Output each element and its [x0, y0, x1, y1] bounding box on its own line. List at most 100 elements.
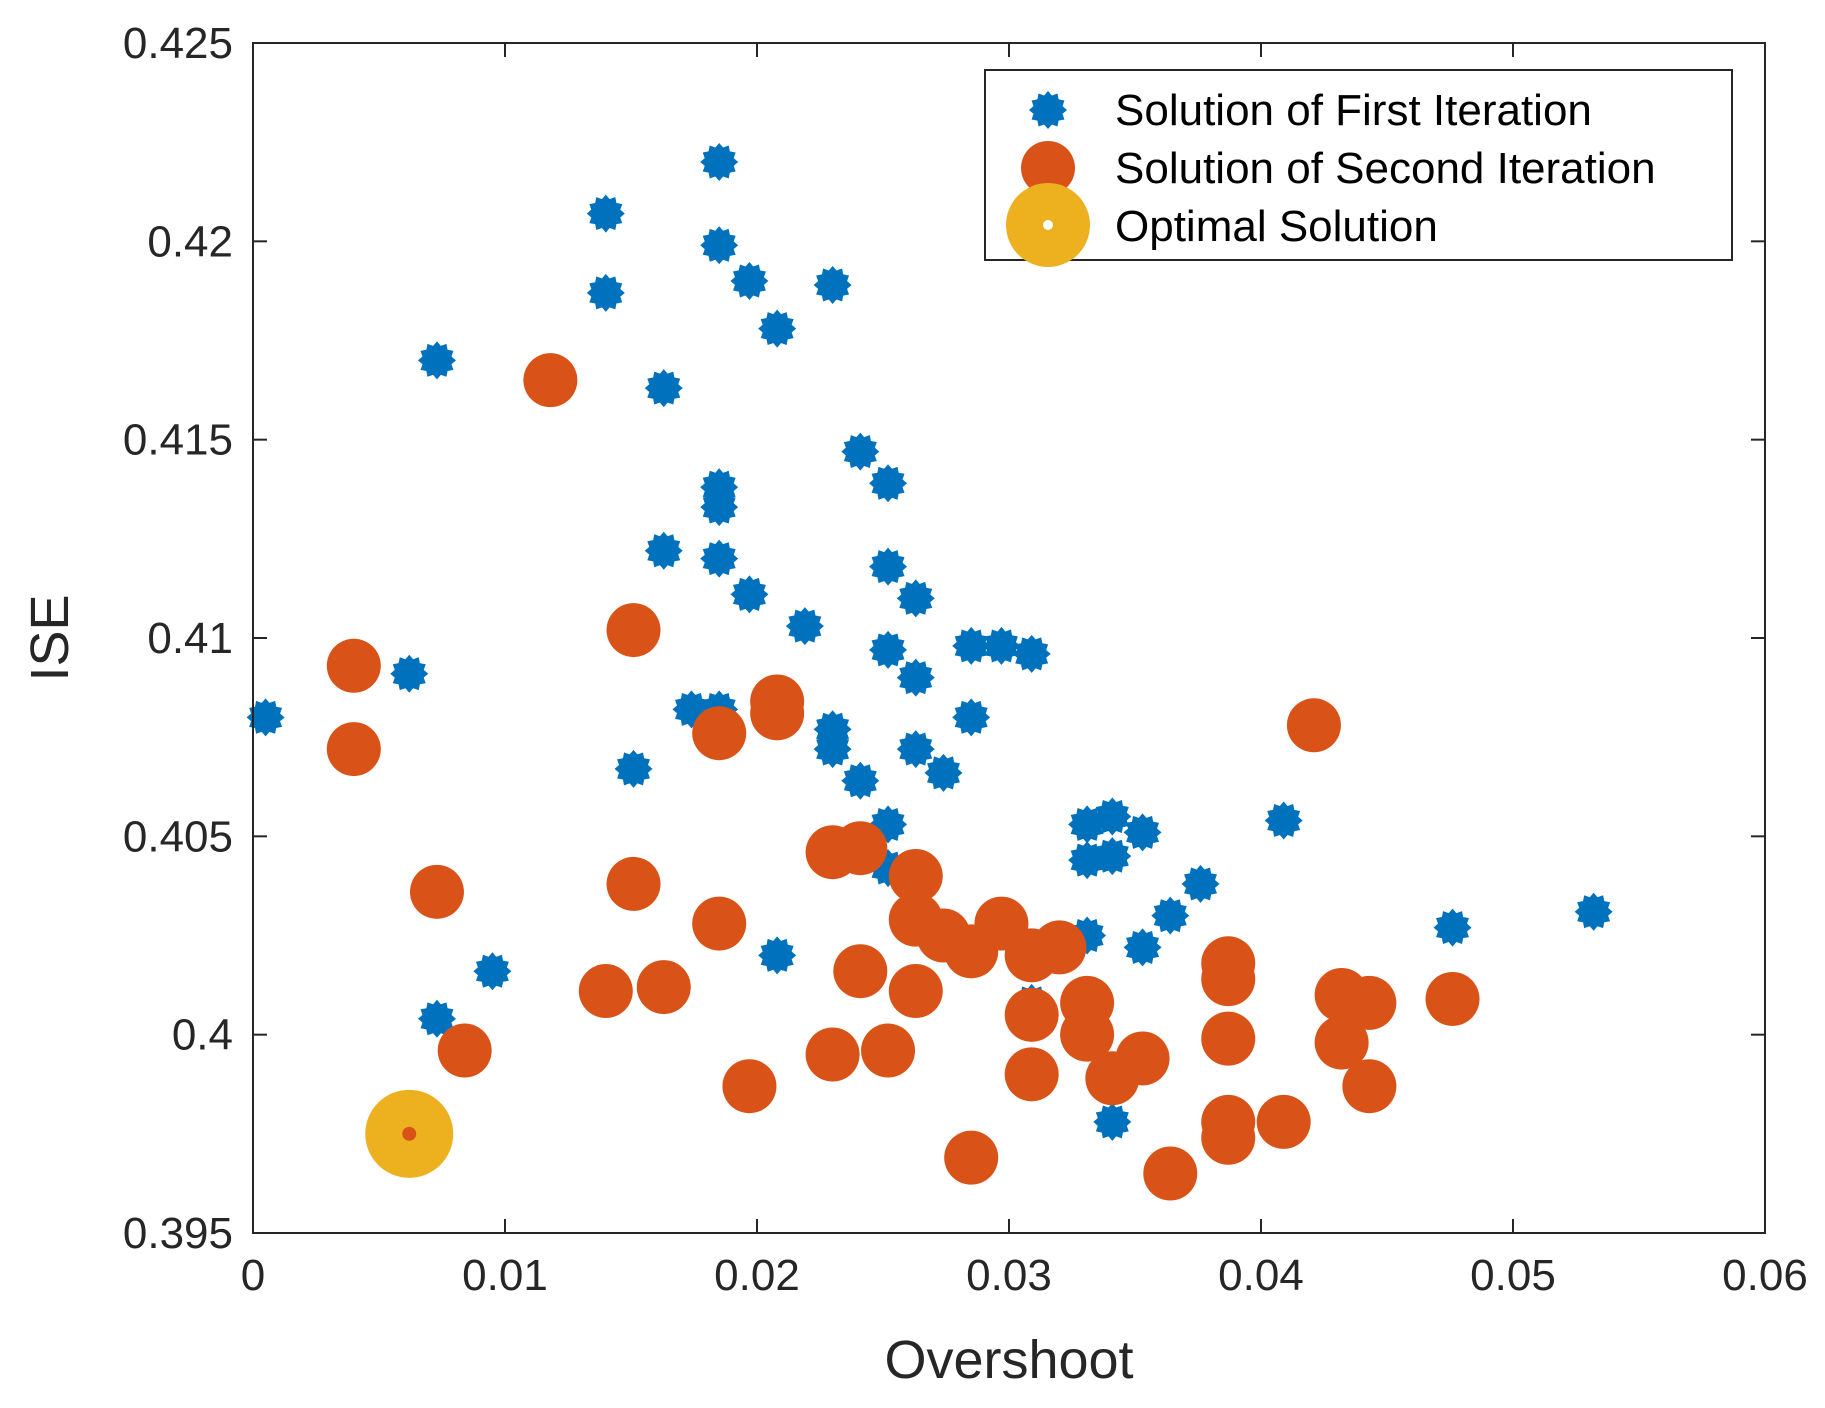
point-second-iteration: [326, 722, 381, 777]
point-first-iteration: [246, 698, 285, 737]
point-first-iteration: [700, 226, 739, 265]
point-second-iteration: [1286, 698, 1341, 753]
x-tick-label: 0.04: [1218, 1251, 1304, 1300]
point-second-iteration: [692, 706, 747, 761]
y-tick-label: 0.42: [147, 217, 233, 266]
point-first-iteration: [586, 273, 625, 312]
y-tick-label: 0.425: [123, 19, 233, 68]
legend-marker-first-iteration: [1029, 91, 1067, 129]
legend-marker-second-iteration: [1021, 141, 1075, 195]
point-first-iteration: [730, 262, 769, 300]
point-first-iteration: [1181, 864, 1220, 903]
x-tick-label: 0.03: [966, 1251, 1052, 1300]
point-second-iteration: [326, 638, 381, 693]
point-second-iteration: [692, 896, 747, 951]
point-first-iteration: [417, 999, 456, 1038]
point-second-iteration: [1201, 1011, 1256, 1066]
point-first-iteration: [1574, 892, 1613, 931]
point-first-iteration: [417, 341, 456, 380]
point-second-iteration: [750, 686, 805, 741]
x-tick-label: 0.06: [1722, 1251, 1808, 1300]
point-first-iteration: [1012, 634, 1051, 673]
x-tick-label: 0.05: [1470, 1251, 1556, 1300]
point-first-iteration: [813, 730, 852, 769]
point-second-iteration: [606, 603, 661, 658]
point-first-iteration: [1068, 841, 1107, 880]
y-tick-label: 0.395: [123, 1209, 233, 1258]
point-first-iteration: [896, 730, 935, 769]
point-first-iteration: [1123, 928, 1162, 967]
point-first-iteration: [924, 753, 963, 792]
point-first-iteration: [841, 432, 880, 471]
point-first-iteration: [1068, 805, 1107, 844]
point-second-iteration: [944, 924, 999, 979]
legend-label-first-iteration: Solution of First Iteration: [1115, 86, 1592, 135]
y-tick-label: 0.405: [123, 812, 233, 861]
y-tick-label: 0.41: [147, 614, 233, 663]
point-first-iteration: [869, 547, 908, 586]
y-axis: 0.395 0.4 0.405 0.41 0.415 0.42 0.425: [123, 19, 1765, 1258]
point-first-iteration: [1093, 837, 1132, 876]
point-first-iteration: [1264, 801, 1303, 840]
x-tick-label: 0.02: [714, 1251, 800, 1300]
point-first-iteration: [644, 369, 683, 408]
legend: Solution of First Iteration Solution of …: [984, 69, 1733, 267]
point-first-iteration: [841, 761, 880, 800]
point-second-iteration: [1085, 1051, 1140, 1106]
point-first-iteration: [952, 626, 991, 665]
legend-box: [984, 69, 1733, 261]
y-tick-label: 0.415: [123, 416, 233, 465]
series-optimal-solution: [365, 1089, 454, 1178]
point-first-iteration: [1123, 813, 1162, 852]
point-second-iteration: [1060, 1007, 1115, 1062]
point-first-iteration: [390, 654, 429, 693]
point-second-iteration: [888, 964, 943, 1019]
legend-label-optimal-solution: Optimal Solution: [1115, 202, 1438, 251]
point-first-iteration: [1151, 896, 1190, 935]
point-second-iteration: [1201, 952, 1256, 1007]
point-second-iteration: [888, 849, 943, 903]
series-first-iteration: [246, 143, 1613, 1141]
point-first-iteration: [700, 539, 739, 578]
point-second-iteration: [437, 1023, 492, 1078]
point-first-iteration: [700, 488, 739, 527]
legend-markers: [1006, 91, 1090, 267]
point-first-iteration: [952, 698, 991, 737]
point-first-iteration: [896, 579, 935, 618]
y-axis-title: ISE: [20, 594, 80, 681]
point-second-iteration: [1342, 1059, 1397, 1114]
point-first-iteration: [982, 626, 1021, 665]
point-second-iteration: [833, 821, 888, 876]
point-first-iteration: [758, 309, 797, 348]
series-second-iteration: [326, 353, 1480, 1201]
point-second-iteration: [1143, 1146, 1198, 1201]
point-second-iteration: [1342, 975, 1397, 1030]
point-second-iteration: [805, 1027, 860, 1082]
point-second-iteration: [578, 964, 633, 1019]
point-first-iteration: [1093, 1102, 1132, 1141]
point-second-iteration: [1004, 987, 1059, 1042]
x-tick-label: 0: [241, 1251, 265, 1300]
y-tick-label: 0.4: [172, 1011, 233, 1060]
point-first-iteration: [614, 749, 653, 788]
point-second-iteration: [1201, 1110, 1256, 1165]
point-second-iteration: [861, 1023, 916, 1078]
point-first-iteration: [644, 531, 683, 570]
point-first-iteration: [896, 658, 935, 697]
x-axis: 0 0.01 0.02 0.03 0.04 0.05 0.06: [241, 43, 1808, 1300]
point-first-iteration: [813, 265, 852, 304]
point-first-iteration: [473, 952, 512, 991]
point-second-iteration: [523, 353, 578, 408]
legend-label-second-iteration: Solution of Second Iteration: [1115, 144, 1656, 193]
legend-marker-optimal-solution-center: [1043, 220, 1053, 230]
point-first-iteration: [758, 936, 797, 975]
point-second-iteration: [722, 1059, 777, 1114]
point-first-iteration: [730, 575, 769, 614]
x-tick-label: 0.01: [462, 1251, 548, 1300]
point-second-iteration: [944, 1130, 999, 1185]
point-optimal-solution-center: [402, 1126, 417, 1141]
point-second-iteration: [833, 944, 888, 999]
point-first-iteration: [785, 607, 824, 646]
point-first-iteration: [869, 464, 908, 503]
point-first-iteration: [586, 194, 625, 233]
